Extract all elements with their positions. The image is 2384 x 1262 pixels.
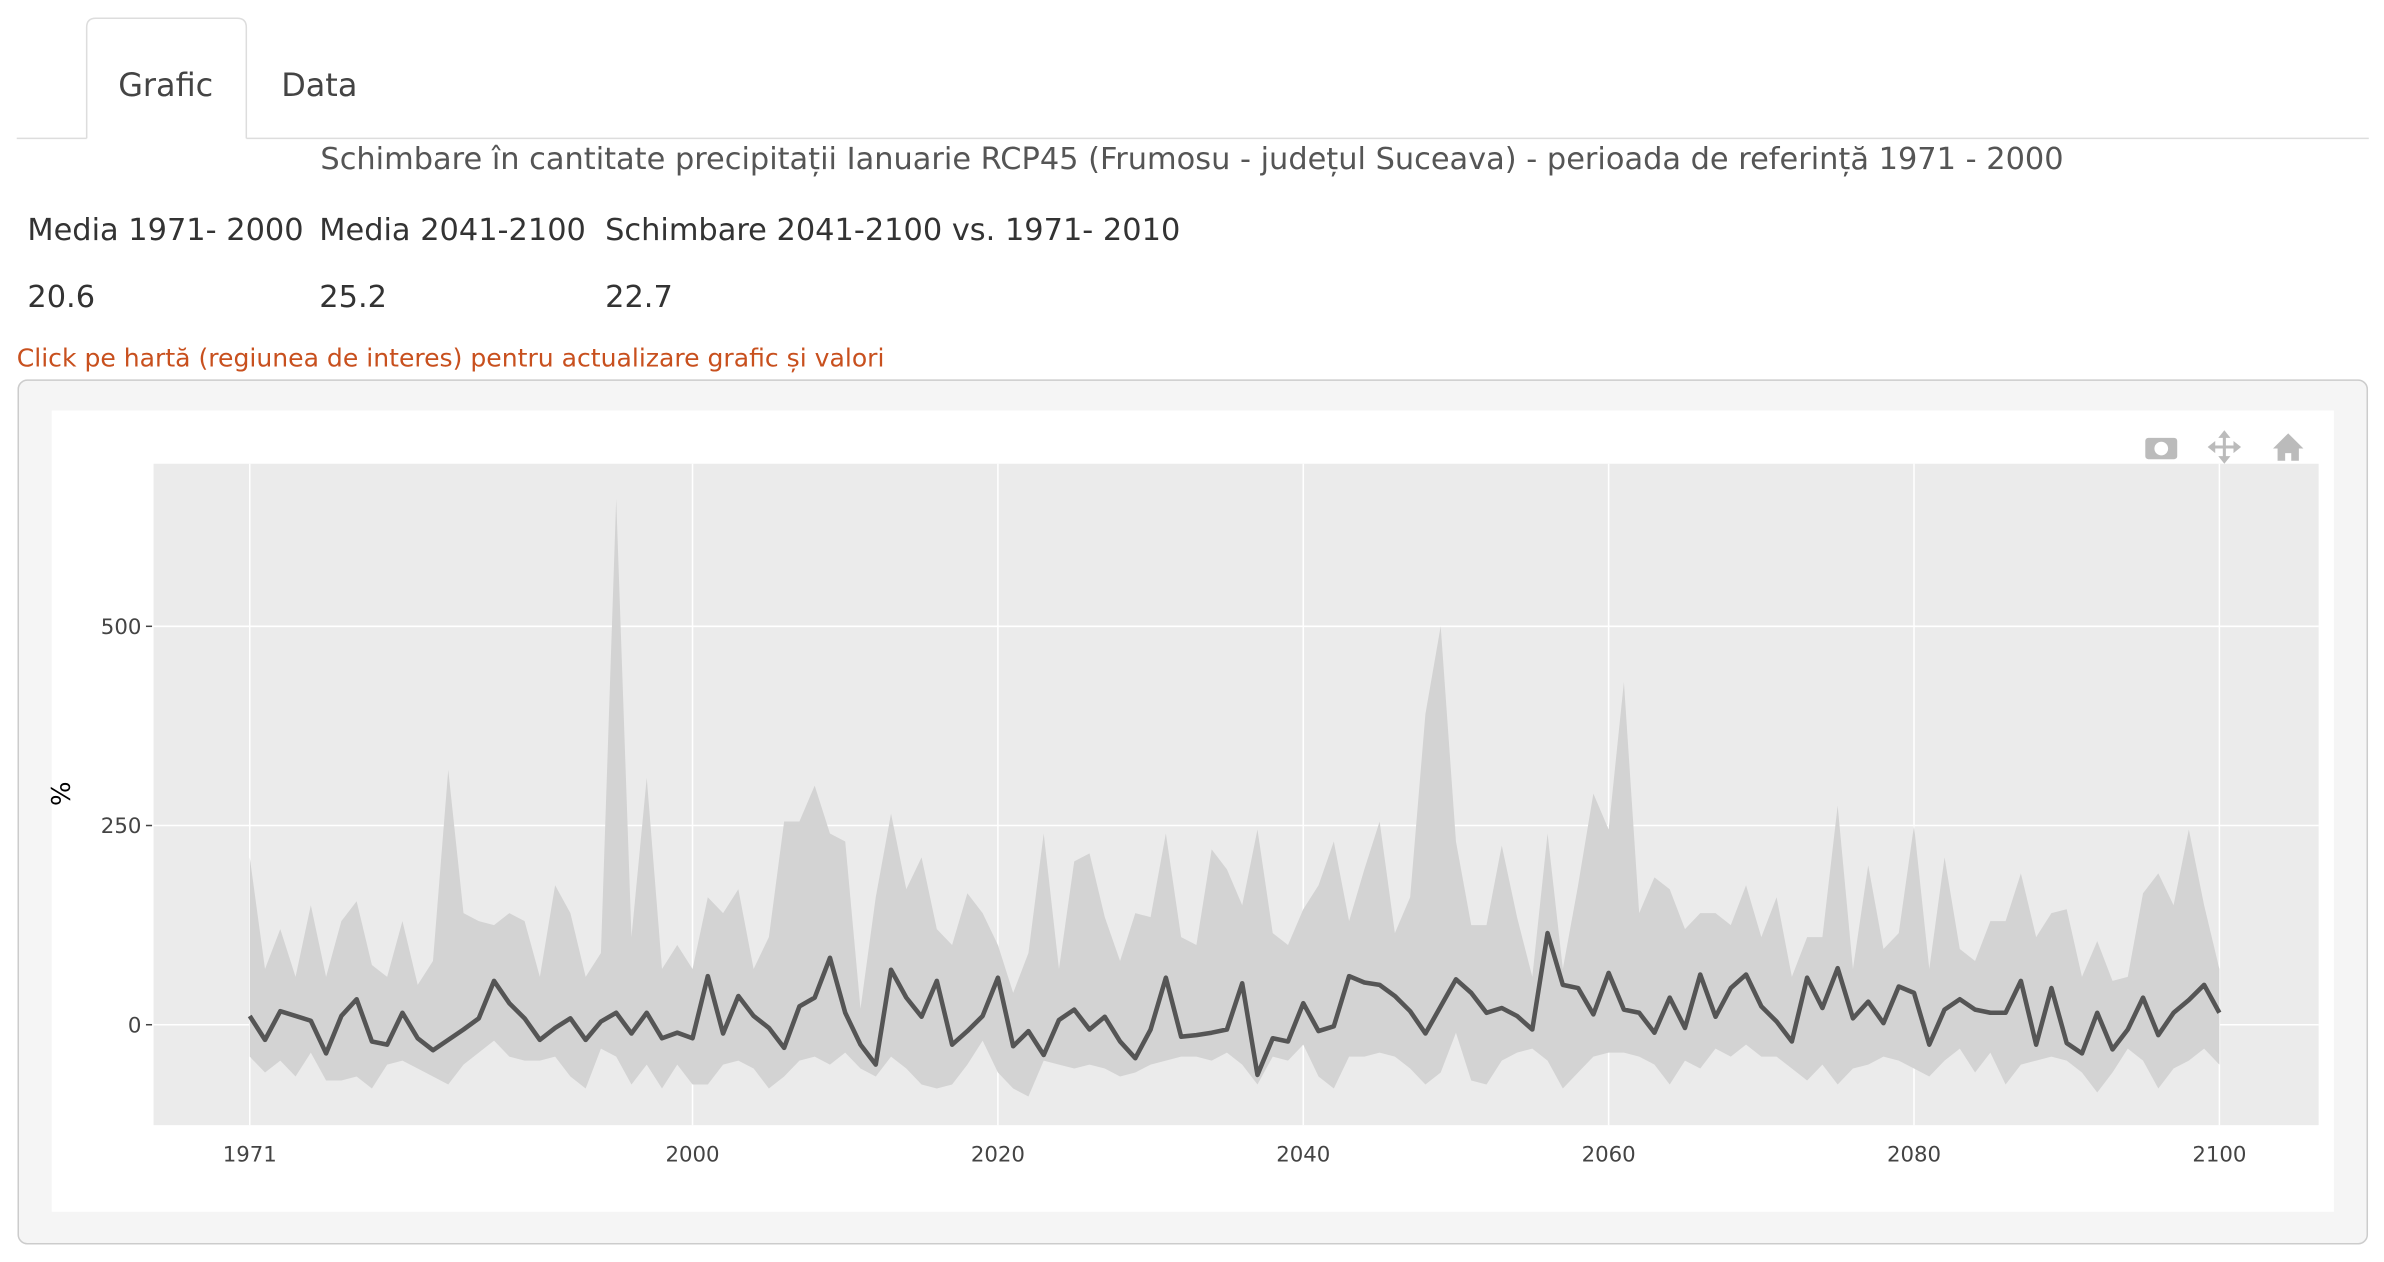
x-tick-label: 2020	[971, 1143, 1025, 1168]
tab-data[interactable]: Data	[281, 66, 357, 104]
range-band	[249, 498, 2220, 1097]
y-tick-label: 500	[101, 615, 142, 640]
tab-grafic[interactable]: Grafic	[118, 66, 213, 104]
table-value: 25.2	[319, 280, 387, 315]
home-icon[interactable]	[2273, 433, 2304, 461]
pan-icon[interactable]	[2207, 430, 2242, 464]
table-header: Media 1971- 2000	[27, 213, 303, 248]
table-header: Schimbare 2041-2100 vs. 1971- 2010	[605, 213, 1180, 248]
y-tick-label: 250	[101, 814, 142, 839]
y-axis-label: %	[47, 781, 77, 806]
title: Schimbare în cantitate precipitații Ianu…	[320, 142, 2063, 177]
x-tick-label: 2080	[1887, 1143, 1941, 1168]
x-tick-label: 2000	[665, 1143, 719, 1168]
active-tab[interactable]	[85, 17, 248, 139]
table-header: Media 2041-2100	[319, 213, 586, 248]
note: Click pe hartă (regiunea de interes) pen…	[17, 343, 885, 372]
x-tick-label: 2100	[2192, 1143, 2246, 1168]
modebar	[2145, 430, 2304, 464]
plot: 1971 2000 2020 2040 2060 2080 2100 0 250 500	[101, 463, 2319, 1168]
x-tick-label: 2060	[1582, 1143, 1636, 1168]
camera-lens	[2154, 441, 2169, 456]
table-value: 22.7	[605, 280, 673, 315]
table-value: 20.6	[27, 280, 95, 315]
mean-line	[247, 930, 2222, 1078]
x-tick-label: 1971	[223, 1143, 277, 1168]
x-tick-label: 2040	[1276, 1143, 1330, 1168]
y-tick-label: 0	[128, 1013, 142, 1038]
